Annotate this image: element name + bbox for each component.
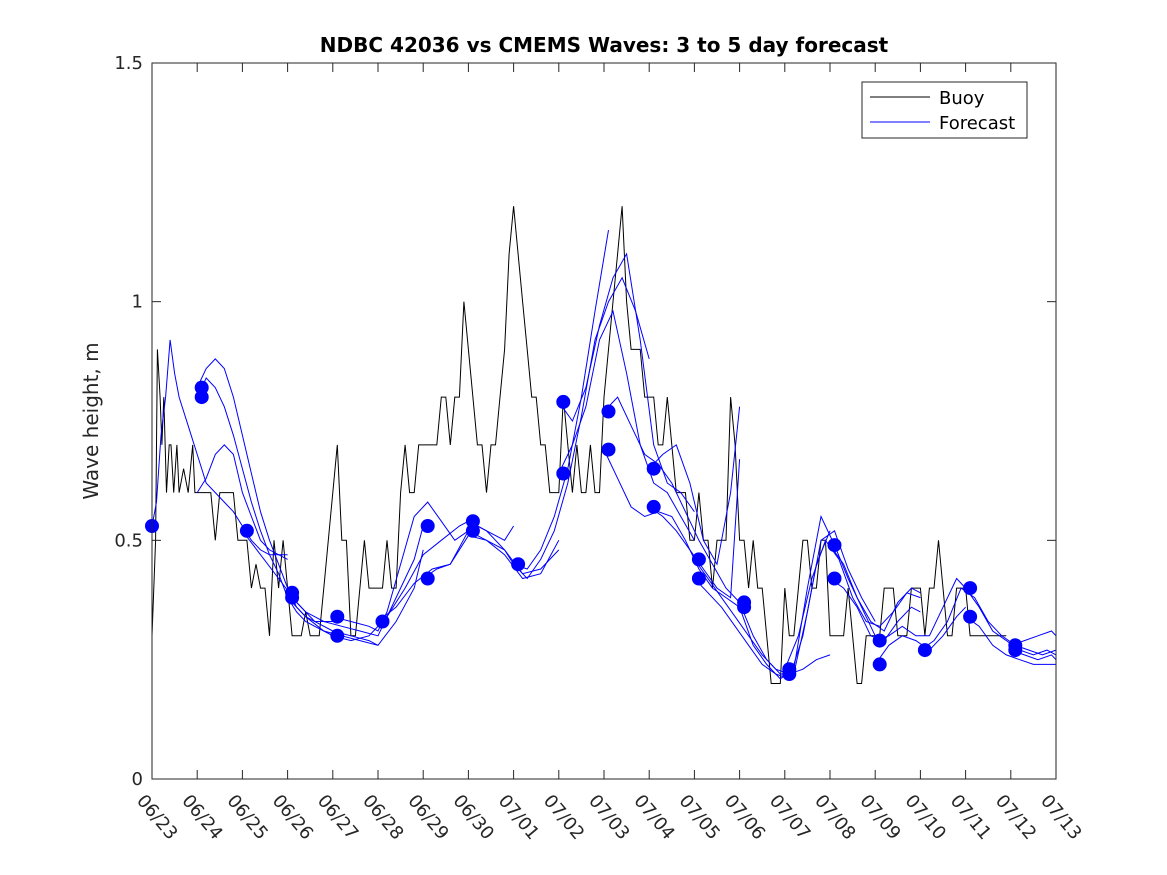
forecast-marker [963,609,978,624]
forecast-series-line-26 [875,577,966,642]
y-tick-label: 1.5 [114,53,143,74]
forecast-series-line-0 [151,339,288,556]
forecast-series-line-5 [287,525,424,637]
legend-buoy-label: Buoy [939,88,985,109]
forecast-series-line-10 [422,535,560,580]
forecast-series-line-23 [784,539,921,670]
forecast-series-line-7 [332,501,469,632]
forecast-marker [556,394,571,409]
forecast-marker [601,442,616,457]
forecast-series-line-13 [558,252,695,512]
y-axis-label: Wave height, m [79,342,103,499]
forecast-marker [465,523,480,538]
forecast-marker [420,519,435,533]
forecast-series-line-28 [920,587,1057,656]
chart-title: NDBC 42036 vs CMEMS Waves: 3 to 5 day fo… [320,33,889,57]
forecast-series-line-24 [829,544,921,632]
forecast-series-line-14 [558,309,695,541]
forecast-series-line-30 [965,616,1056,665]
forecast-series-line-6 [287,549,424,646]
forecast-series-line-17 [648,406,741,566]
forecast-series-line-19 [693,559,831,675]
forecast-series-line-3 [196,444,288,560]
forecast-marker [963,581,978,596]
forecast-series-line-4 [242,530,379,646]
forecast-series-line-15 [603,396,740,603]
forecast-marker [194,390,209,405]
forecast-marker [872,633,887,648]
forecast-marker [782,667,797,681]
forecast-marker [691,571,706,586]
forecast-marker [737,600,752,615]
legend-box [861,81,1028,139]
plot-background [152,63,1056,779]
forecast-marker [330,628,345,643]
y-tick-label: 0 [132,769,143,790]
forecast-marker [1008,643,1023,658]
forecast-marker [239,523,254,538]
legend: Buoy Forecast [861,81,1028,139]
forecast-series-line-22 [739,514,876,680]
forecast-marker [917,643,932,658]
forecast-marker [601,404,616,419]
forecast-marker [511,557,526,572]
y-tick-label: 1 [132,292,143,313]
forecast-marker [556,466,571,481]
forecast-series-line-1 [196,358,333,622]
forecast-marker [646,499,661,514]
y-tick-label: 0.5 [114,530,143,551]
forecast-marker [827,538,842,553]
forecast-marker [375,614,390,629]
forecast-series-line-2 [196,377,334,637]
forecast-marker [330,609,345,624]
forecast-marker [872,657,887,672]
forecast-marker [646,461,661,476]
forecast-marker [465,514,480,529]
forecast-series-line-8 [332,520,515,642]
forecast-marker [420,571,435,586]
forecast-series-line-12 [513,276,650,580]
forecast-series-line-21 [739,530,876,675]
forecast-marker [285,590,300,605]
plot-area [152,63,1056,779]
legend-forecast-label: Forecast [939,113,1015,134]
marker-layer [145,380,1023,681]
forecast-series-line-11 [468,230,609,570]
forecast-marker [691,552,706,567]
forecast-marker [827,571,842,586]
